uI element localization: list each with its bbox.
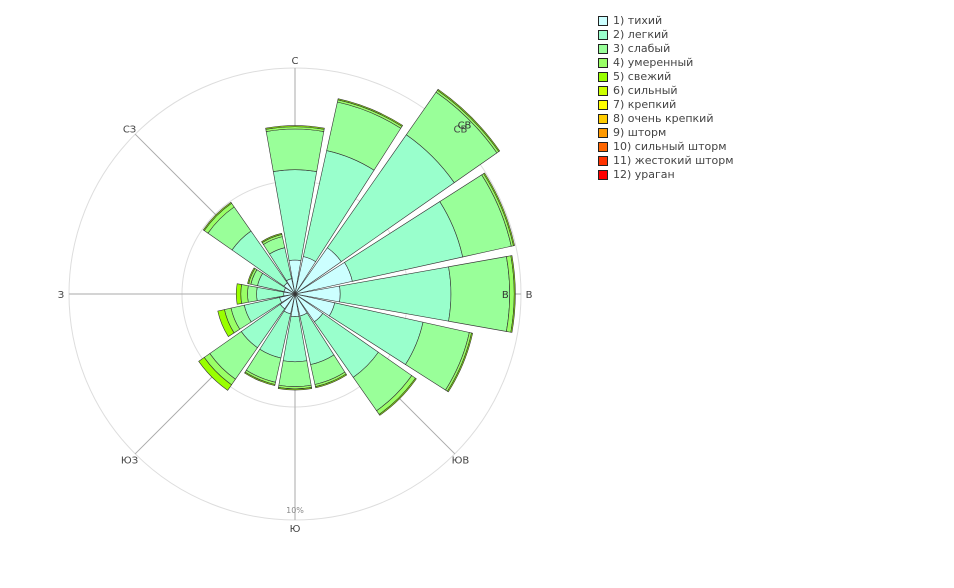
legend-label: 3) слабый — [613, 42, 671, 55]
legend-swatch — [598, 156, 608, 166]
bar-segment — [277, 387, 313, 391]
legend-item[interactable]: 3) слабый — [598, 42, 734, 56]
bar-segment — [244, 371, 276, 386]
legend-swatch — [598, 142, 608, 152]
bar-segment — [247, 267, 256, 285]
direction-label: С — [292, 56, 299, 67]
legend-item[interactable]: 12) ураган — [598, 168, 734, 182]
legend-swatch — [598, 128, 608, 138]
legend-label: 4) умеренный — [613, 56, 694, 69]
direction-label: В — [526, 290, 533, 301]
legend-label: 10) сильный шторм — [613, 140, 727, 153]
legend-swatch — [598, 16, 608, 26]
bar-segment — [265, 125, 325, 130]
radial-tick-label: 10% — [286, 506, 304, 515]
bar-segment — [337, 98, 404, 127]
legend-label: 6) сильный — [613, 84, 678, 97]
legend-swatch — [598, 114, 608, 124]
legend-item[interactable]: 1) тихий — [598, 14, 734, 28]
legend-item[interactable]: 6) сильный — [598, 84, 734, 98]
bar-segment — [217, 309, 235, 337]
bar-segment — [198, 357, 232, 391]
legend-label: 7) крепкий — [613, 98, 677, 111]
direction-label: СЗ — [123, 125, 136, 136]
bar-segment — [436, 88, 501, 153]
legend-label: 5) свежий — [613, 70, 672, 83]
bar-segment — [202, 201, 232, 231]
legend-swatch — [598, 30, 608, 40]
legend-item[interactable]: 8) очень крепкий — [598, 112, 734, 126]
legend-item[interactable]: 4) умеренный — [598, 56, 734, 70]
bar-label: В — [502, 290, 509, 301]
legend-swatch — [598, 170, 608, 180]
bar-segment — [315, 373, 348, 389]
legend-swatch — [598, 100, 608, 110]
direction-label: СВ — [454, 125, 468, 136]
bar-segment — [240, 284, 249, 304]
legend: 1) тихий 2) легкий 3) слабый 4) умеренный 5)… — [598, 14, 734, 182]
legend-item[interactable]: 9) шторм — [598, 126, 734, 140]
direction-label: ЮЗ — [121, 455, 138, 466]
legend-swatch — [598, 44, 608, 54]
wind-bars — [198, 88, 516, 416]
bar-segment — [278, 360, 312, 387]
bar-segment — [378, 377, 417, 416]
legend-label: 2) легкий — [613, 28, 669, 41]
legend-item[interactable]: 11) жестокий шторм — [598, 154, 734, 168]
legend-label: 12) ураган — [613, 168, 675, 181]
legend-swatch — [598, 72, 608, 82]
bar-label: СВ — [458, 120, 472, 131]
direction-label: ЮВ — [452, 455, 470, 466]
legend-label: 1) тихий — [613, 14, 663, 27]
direction-label: Ю — [290, 524, 301, 535]
bar-segment — [448, 256, 510, 332]
legend-item[interactable]: 2) легкий — [598, 28, 734, 42]
legend-swatch — [598, 86, 608, 96]
bar-segment — [483, 172, 515, 247]
legend-item[interactable]: 5) свежий — [598, 70, 734, 84]
legend-item[interactable]: 7) крепкий — [598, 98, 734, 112]
chart-labels: С СВ В ЮВ Ю ЮЗ З СЗ СВ В 10% — [58, 56, 533, 535]
direction-label: З — [58, 290, 64, 301]
bar-segment — [247, 285, 258, 303]
bar-segment — [261, 232, 283, 243]
legend-swatch — [598, 58, 608, 68]
legend-label: 11) жестокий шторм — [613, 154, 734, 167]
bar-segment — [446, 332, 474, 393]
legend-item[interactable]: 10) сильный шторм — [598, 140, 734, 154]
bar-segment — [235, 283, 242, 305]
bar-segment — [265, 128, 325, 172]
legend-label: 8) очень крепкий — [613, 112, 714, 125]
legend-label: 9) шторм — [613, 126, 667, 139]
bar-segment — [510, 255, 516, 333]
